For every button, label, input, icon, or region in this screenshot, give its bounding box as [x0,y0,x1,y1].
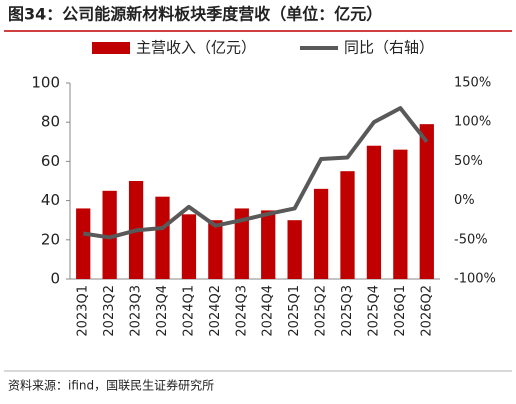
line [82,106,429,240]
y-tick-label: 40 [41,191,60,209]
y2-tick-label: 150% [454,76,491,91]
bar [366,145,382,279]
bar [155,196,170,279]
y-tick-label: 100 [31,74,60,92]
y-tick-label: 60 [41,152,60,170]
legend-swatch [92,42,130,54]
bar [287,220,302,279]
bar [208,220,223,279]
bar [102,190,117,279]
bar [340,171,355,279]
bar [261,210,276,279]
x-tick-label: 2026Q1 [393,285,408,337]
x-tick-label: 2025Q3 [340,285,355,337]
x-tick-label: 2024Q2 [208,285,223,337]
x-tick-label: 2023Q3 [129,285,144,337]
legend-label: 主营收入（亿元） [136,39,256,57]
y-tick-label: 20 [41,230,60,248]
x-tick-label: 2025Q2 [314,285,329,337]
x-tick-label: 2023Q2 [102,285,117,337]
bar [313,188,329,279]
legend-label: 同比（右轴） [344,39,434,57]
y2-tick-label: -100% [454,272,496,287]
x-tick-label: 2026Q2 [419,285,434,337]
x-tick-label: 2024Q1 [181,285,196,337]
bar [76,208,91,279]
y2-tick-label: 100% [454,115,491,130]
bar [234,208,249,279]
y-tick-label: 0 [50,270,60,288]
bar [419,124,434,279]
x-tick-label: 2023Q1 [76,285,91,337]
x-tick-label: 2025Q1 [287,285,302,337]
y2-tick-label: 50% [454,154,483,169]
chart-title: 图34：公司能源新材料板块季度营收（单位：亿元） [8,5,382,24]
source: 资料来源：ifind，国联民生证券研究所 [8,378,214,393]
y-tick-label: 80 [41,113,60,131]
bar [393,149,408,279]
bar [181,214,197,279]
x-tick-label: 2024Q4 [261,285,276,337]
x-tick-label: 2023Q4 [155,285,170,337]
y2-tick-label: -50% [454,232,488,247]
y2-tick-label: 0% [454,193,475,208]
x-tick-label: 2024Q3 [234,285,249,337]
x-tick-label: 2025Q4 [366,285,381,337]
